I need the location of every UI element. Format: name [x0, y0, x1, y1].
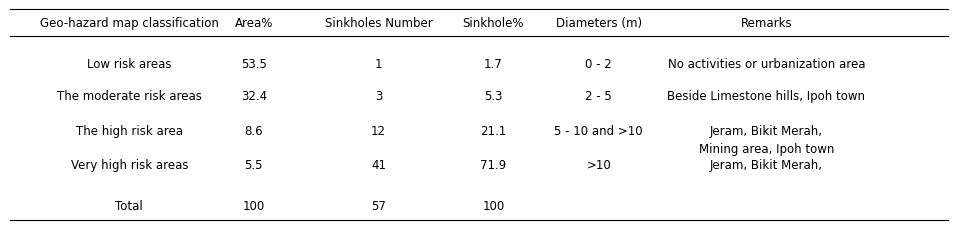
Text: 5.3: 5.3 — [484, 90, 503, 103]
Text: Diameters (m): Diameters (m) — [556, 17, 642, 30]
Text: 41: 41 — [371, 159, 386, 172]
Text: 1: 1 — [375, 57, 382, 70]
Text: >10: >10 — [586, 159, 611, 172]
Text: 1.7: 1.7 — [484, 57, 503, 70]
Text: Sinkhole%: Sinkhole% — [463, 17, 524, 30]
Text: No activities or urbanization area: No activities or urbanization area — [668, 57, 865, 70]
Text: 32.4: 32.4 — [240, 90, 267, 103]
Text: 8.6: 8.6 — [244, 125, 263, 138]
Text: Beside Limestone hills, Ipoh town: Beside Limestone hills, Ipoh town — [668, 90, 865, 103]
Text: Very high risk areas: Very high risk areas — [71, 159, 188, 172]
Text: Geo-hazard map classification: Geo-hazard map classification — [40, 17, 218, 30]
Text: Jeram, Bikit Merah,
Mining area, Ipoh town: Jeram, Bikit Merah, Mining area, Ipoh to… — [698, 125, 834, 156]
Text: Jeram, Bikit Merah,: Jeram, Bikit Merah, — [710, 159, 823, 172]
Text: 3: 3 — [375, 90, 382, 103]
Text: 100: 100 — [482, 199, 505, 212]
Text: 0 - 2: 0 - 2 — [585, 57, 612, 70]
Text: Total: Total — [116, 199, 143, 212]
Text: Sinkholes Number: Sinkholes Number — [325, 17, 432, 30]
Text: 12: 12 — [371, 125, 386, 138]
Text: The moderate risk areas: The moderate risk areas — [57, 90, 202, 103]
Text: 71.9: 71.9 — [480, 159, 507, 172]
Text: 5 - 10 and >10: 5 - 10 and >10 — [555, 125, 643, 138]
Text: Low risk areas: Low risk areas — [87, 57, 171, 70]
Text: 5.5: 5.5 — [244, 159, 263, 172]
Text: 100: 100 — [242, 199, 265, 212]
Text: 57: 57 — [371, 199, 386, 212]
Text: 2 - 5: 2 - 5 — [585, 90, 612, 103]
Text: The high risk area: The high risk area — [76, 125, 183, 138]
Text: 21.1: 21.1 — [480, 125, 507, 138]
Text: 53.5: 53.5 — [240, 57, 267, 70]
Text: Remarks: Remarks — [741, 17, 792, 30]
Text: Area%: Area% — [235, 17, 273, 30]
